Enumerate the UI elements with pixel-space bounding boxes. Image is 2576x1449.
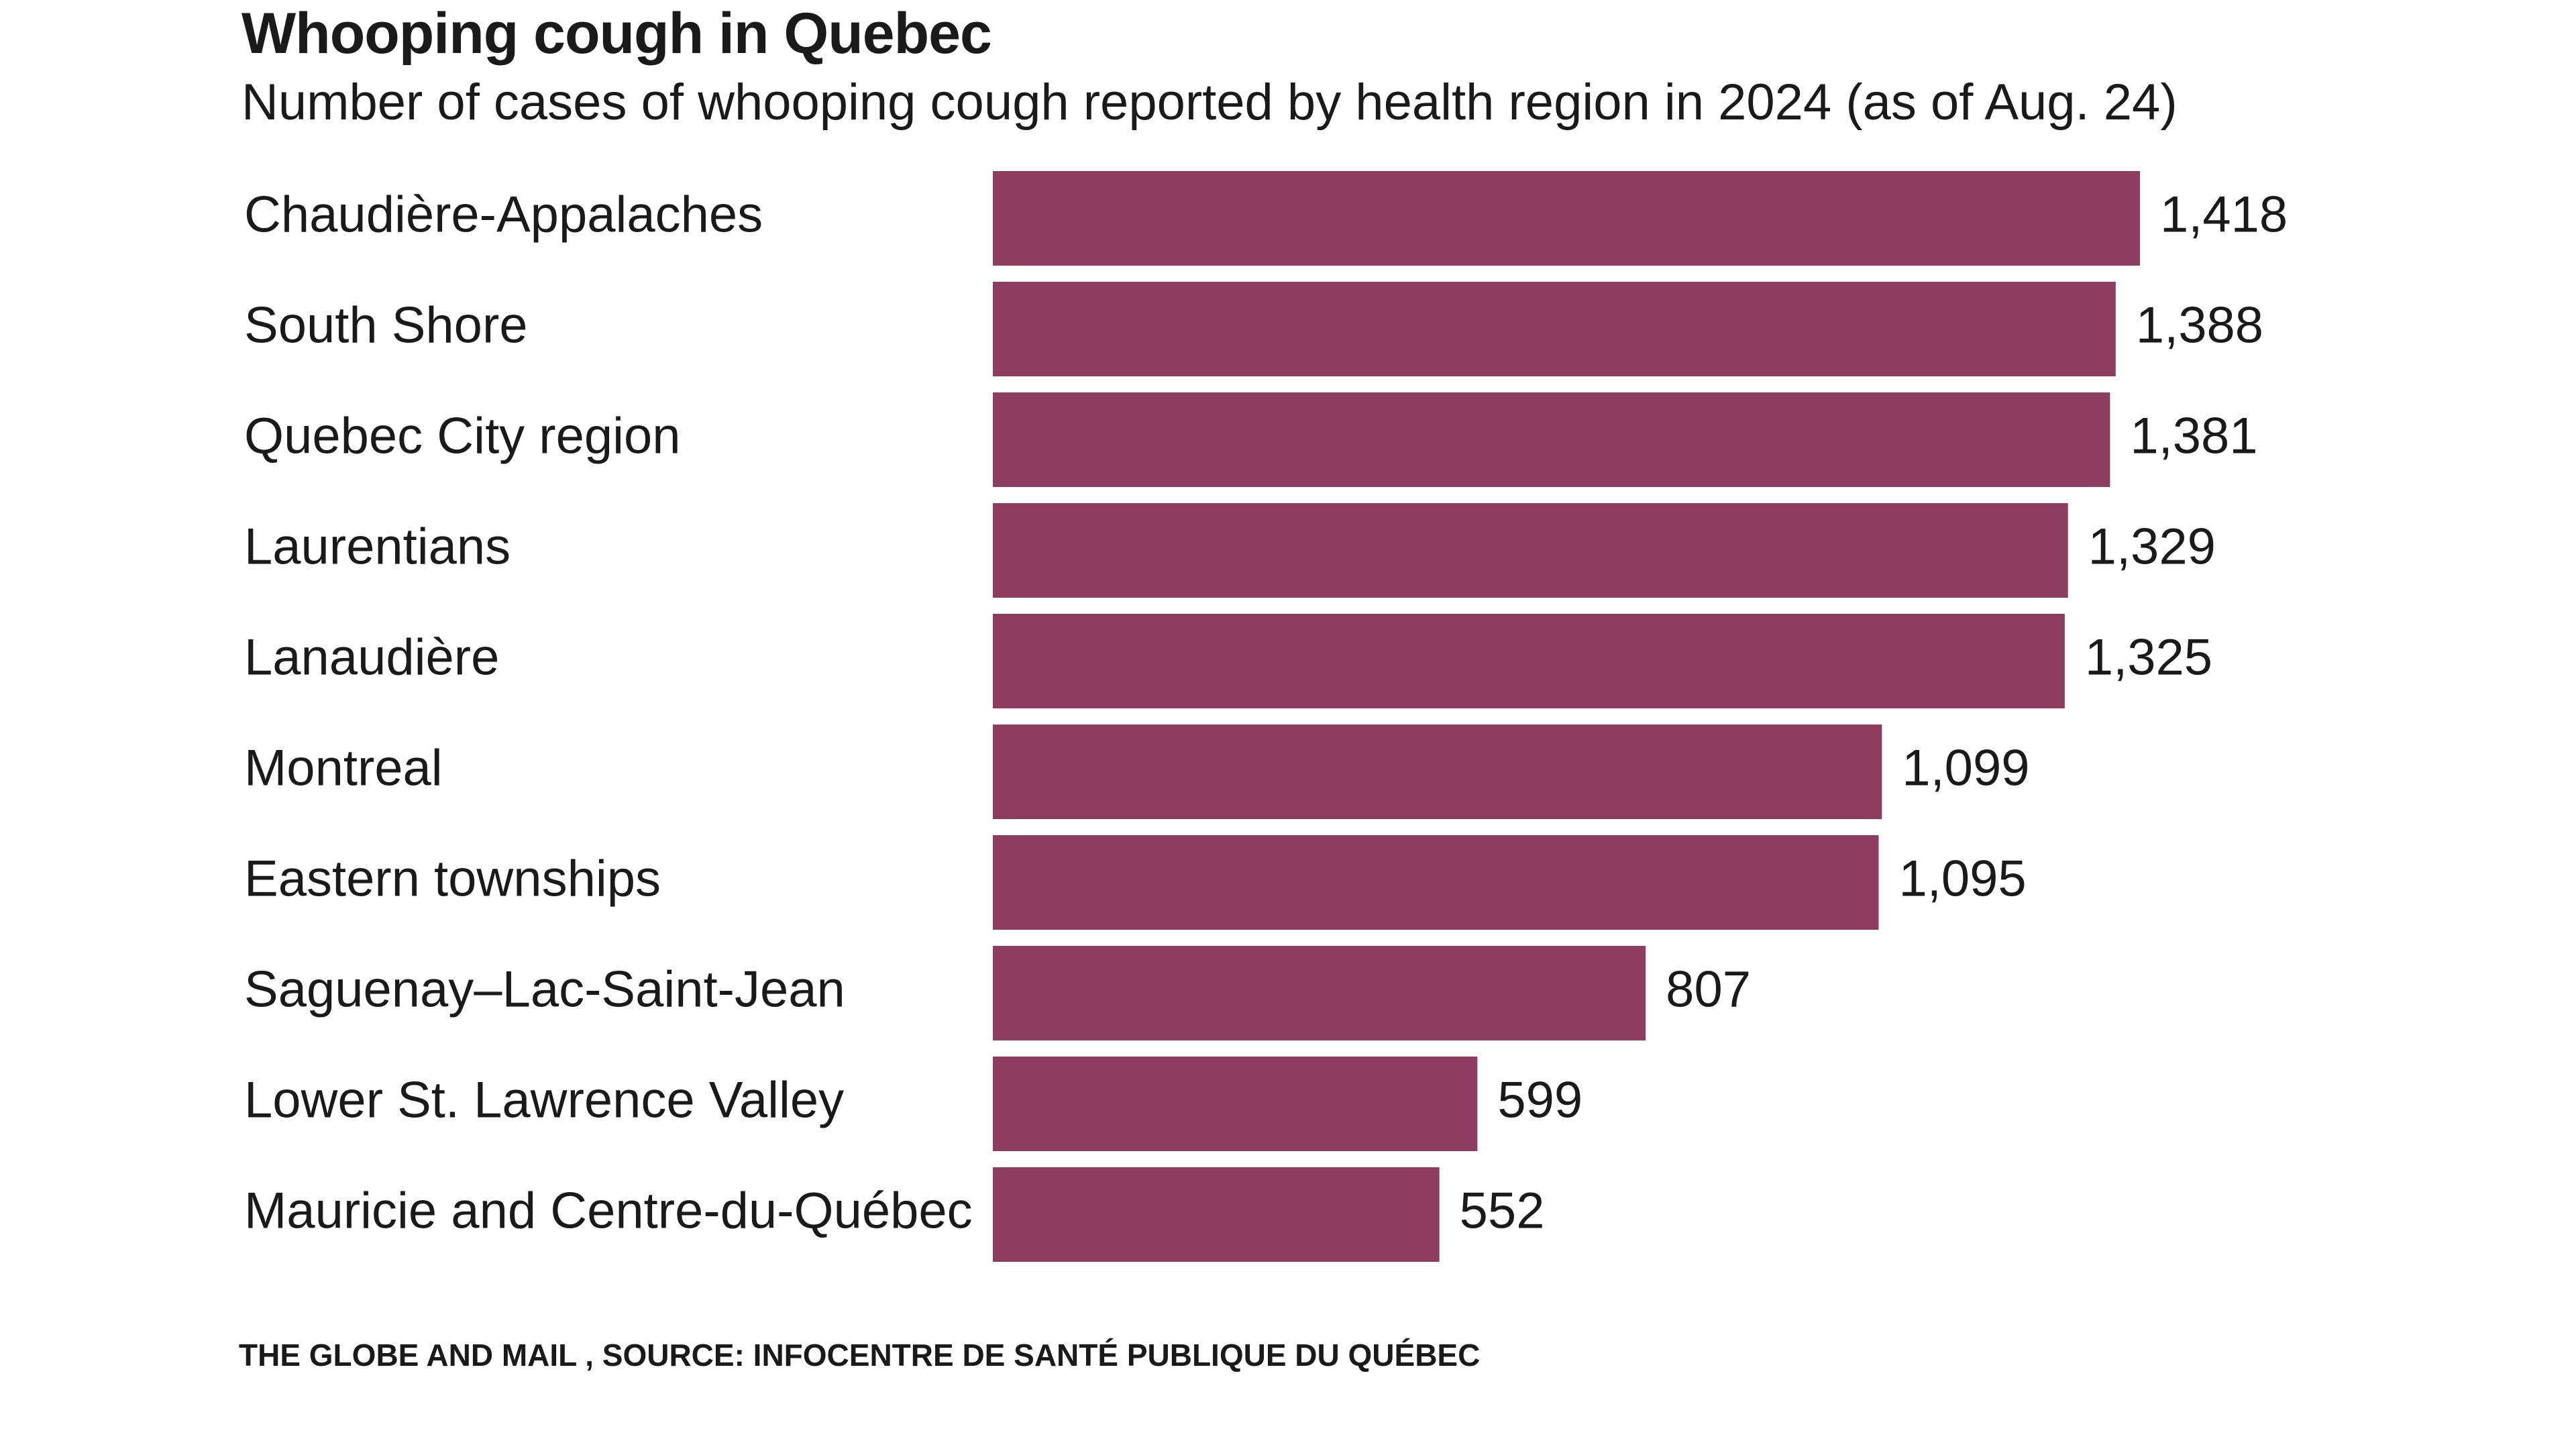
bar [993, 946, 1646, 1040]
category-label: Eastern townships [244, 851, 661, 908]
category-label: Saguenay–Lac-Saint-Jean [244, 961, 845, 1018]
value-label: 1,329 [2088, 519, 2216, 576]
chart-subtitle: Number of cases of whooping cough report… [241, 74, 2178, 131]
bar [993, 392, 2110, 487]
bar [993, 1057, 1478, 1151]
category-label: Quebec City region [244, 408, 681, 465]
bar [993, 724, 1882, 819]
value-label: 807 [1666, 961, 1751, 1018]
category-label: Chaudière-Appalaches [244, 186, 763, 244]
value-label: 1,388 [2136, 297, 2263, 354]
source-note: THE GLOBE AND MAIL , SOURCE: INFOCENTRE … [239, 1338, 1481, 1373]
category-label: Laurentians [244, 519, 511, 576]
value-label: 552 [1460, 1183, 1545, 1240]
category-label: South Shore [244, 297, 528, 354]
category-label: Montreal [244, 740, 443, 797]
bar [993, 503, 2068, 598]
bar [993, 835, 1879, 930]
chart-title: Whooping cough in Quebec [241, 1, 992, 66]
value-label: 1,095 [1898, 851, 2026, 908]
bar [993, 282, 2116, 376]
bar [993, 171, 2140, 266]
value-label: 1,325 [2085, 629, 2212, 686]
value-label: 1,381 [2130, 408, 2257, 465]
category-label: Mauricie and Centre-du-Québec [244, 1183, 973, 1240]
category-label: Lower St. Lawrence Valley [244, 1072, 844, 1129]
value-label: 599 [1497, 1072, 1582, 1129]
category-label: Lanaudière [244, 629, 499, 686]
bar [993, 1167, 1440, 1262]
bar [993, 614, 2065, 708]
value-label: 1,418 [2160, 186, 2288, 244]
value-label: 1,099 [1902, 740, 2029, 797]
